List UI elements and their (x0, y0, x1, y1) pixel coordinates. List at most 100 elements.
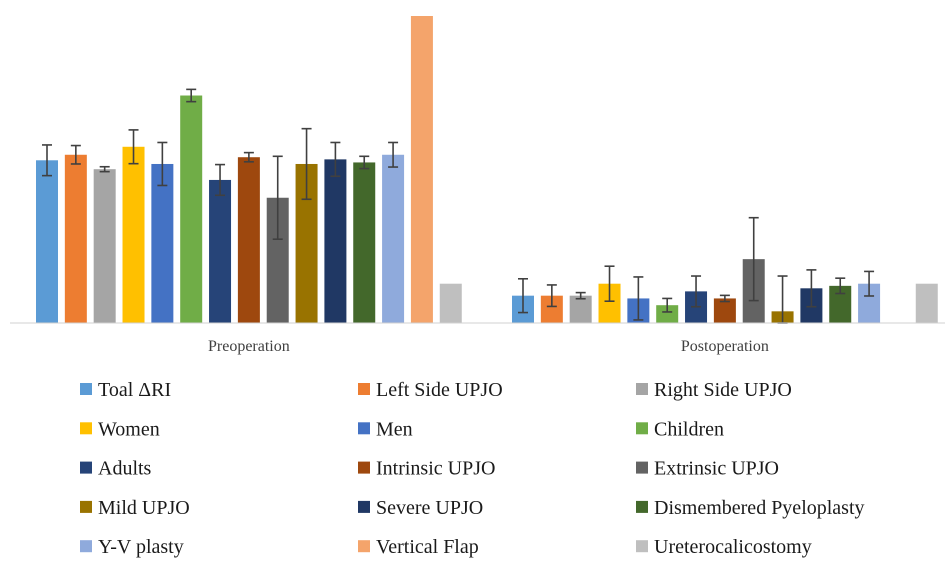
error-bar-postoperation-left-side-upjo (546, 284, 557, 308)
bar-postoperation-women (598, 283, 621, 323)
error-bars-layer (42, 88, 875, 324)
bar-preoperation-toal-ri (36, 160, 58, 323)
legend-swatch (358, 500, 370, 513)
error-bar-postoperation-y-v-plasty (864, 270, 875, 297)
bar-preoperation-men (151, 163, 174, 323)
error-bar-preoperation-dismembered-pyeloplasty (359, 155, 370, 170)
legend-label: Men (376, 418, 413, 440)
bar-postoperation-ureterocalicostomy (915, 283, 938, 323)
legend-swatch (636, 422, 648, 435)
bar-preoperation-women (122, 146, 145, 323)
legend-item-women: Women (80, 418, 160, 440)
legend-swatch (80, 500, 92, 513)
error-bar-preoperation-men (157, 141, 168, 187)
error-bar-preoperation-mild-upjo (301, 127, 312, 201)
bar-postoperation-right-side-upjo (569, 295, 592, 323)
legend-swatch (80, 383, 92, 395)
error-bar-preoperation-adults (215, 163, 226, 197)
legend-label: Toal ΔRI (98, 379, 171, 401)
legend-item-toal-ri: Toal ΔRI (80, 379, 171, 401)
bar-preoperation-intrinsic-upjo (237, 157, 260, 323)
legend-swatch (358, 540, 370, 553)
bar-postoperation-children (656, 305, 679, 323)
error-bar-postoperation-men (633, 276, 644, 321)
error-bar-postoperation-extrinsic-upjo (748, 216, 759, 302)
legend-item-ureterocalicostomy: Ureterocalicostomy (636, 536, 812, 558)
legend-label: Left Side UPJO (376, 379, 503, 401)
legend-label: Ureterocalicostomy (654, 536, 812, 558)
error-bar-postoperation-right-side-upjo (575, 291, 586, 300)
category-label-preoperation: Preoperation (208, 338, 290, 355)
legend: Toal ΔRI Left Side UPJO Right Side UPJO Wom… (80, 379, 865, 558)
bar-preoperation-y-v-plasty (382, 154, 405, 323)
legend-item-vertical-flap: Vertical Flap (358, 536, 479, 558)
legend-item-adults: Adults (80, 458, 152, 480)
bar-preoperation-dismembered-pyeloplasty (353, 162, 376, 323)
legend-item-mild-upjo: Mild UPJO (80, 497, 190, 519)
bars-layer (36, 16, 938, 323)
error-bar-postoperation-toal-ri (518, 277, 528, 314)
error-bar-preoperation-severe-upjo (330, 141, 341, 178)
legend-swatch (358, 383, 370, 395)
bar-postoperation-intrinsic-upjo (713, 298, 736, 323)
legend-swatch (358, 422, 370, 435)
bar-preoperation-adults (209, 179, 232, 323)
legend-swatch (636, 540, 648, 553)
legend-swatch (636, 500, 648, 513)
legend-swatch (636, 383, 648, 395)
error-bar-postoperation-severe-upjo (806, 269, 817, 308)
bar-preoperation-left-side-upjo (64, 154, 87, 323)
bar-preoperation-mild-upjo (295, 163, 318, 323)
error-bar-preoperation-women (128, 129, 139, 165)
error-bar-preoperation-children (186, 88, 197, 103)
error-bar-preoperation-extrinsic-upjo (272, 155, 283, 240)
legend-label: Vertical Flap (376, 536, 479, 558)
legend-swatch (80, 461, 92, 474)
legend-item-right-side-upjo: Right Side UPJO (636, 379, 792, 401)
bar-preoperation-children (180, 95, 203, 323)
legend-label: Extrinsic UPJO (654, 458, 779, 480)
legend-item-dismembered-pyeloplasty: Dismembered Pyeloplasty (636, 497, 865, 519)
legend-label: Women (98, 418, 160, 440)
bar-preoperation-severe-upjo (324, 159, 347, 323)
bar-postoperation-dismembered-pyeloplasty (829, 285, 852, 323)
legend-item-left-side-upjo: Left Side UPJO (358, 379, 503, 401)
legend-label: Right Side UPJO (654, 379, 792, 401)
error-bar-preoperation-toal-ri (42, 144, 52, 177)
bar-preoperation-right-side-upjo (93, 169, 116, 323)
bar-preoperation-ureterocalicostomy (439, 283, 462, 323)
category-labels: Preoperation Postoperation (208, 338, 769, 355)
legend-swatch (358, 461, 370, 474)
legend-label: Children (654, 418, 724, 440)
legend-item-y-v-plasty: Y-V plasty (80, 536, 184, 558)
legend-swatch (80, 422, 92, 435)
legend-label: Adults (98, 458, 152, 480)
error-bar-postoperation-adults (691, 275, 702, 308)
legend-label: Mild UPJO (98, 497, 190, 519)
error-bar-preoperation-y-v-plasty (388, 141, 399, 168)
error-bar-preoperation-left-side-upjo (70, 144, 81, 165)
error-bar-postoperation-dismembered-pyeloplasty (835, 277, 846, 295)
legend-swatch (80, 540, 92, 553)
legend-swatch (636, 461, 648, 474)
category-label-postoperation: Postoperation (681, 338, 769, 355)
legend-item-men: Men (358, 418, 413, 440)
legend-item-severe-upjo: Severe UPJO (358, 497, 483, 519)
error-bar-postoperation-children (662, 297, 673, 313)
error-bar-postoperation-intrinsic-upjo (719, 294, 730, 303)
legend-label: Dismembered Pyeloplasty (654, 497, 865, 519)
legend-label: Intrinsic UPJO (376, 458, 495, 480)
error-bar-postoperation-women (604, 265, 615, 303)
error-bar-preoperation-right-side-upjo (99, 165, 110, 173)
error-bar-preoperation-intrinsic-upjo (243, 151, 254, 163)
bar-postoperation-left-side-upjo (540, 295, 563, 323)
legend-item-children: Children (636, 418, 724, 440)
legend-item-intrinsic-upjo: Intrinsic UPJO (358, 458, 495, 480)
bar-postoperation-y-v-plasty (858, 283, 881, 323)
bar-preoperation-extrinsic-upjo (266, 197, 289, 323)
legend-label: Severe UPJO (376, 497, 483, 519)
bar-preoperation-vertical-flap (410, 16, 433, 323)
legend-item-extrinsic-upjo: Extrinsic UPJO (636, 458, 779, 480)
